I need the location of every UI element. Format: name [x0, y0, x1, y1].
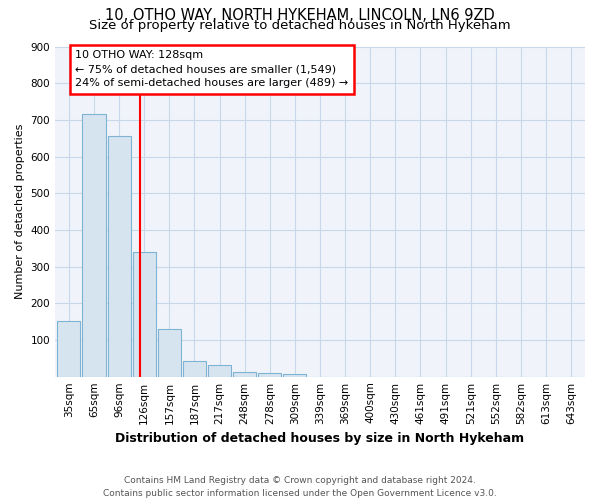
Bar [283, 374, 307, 376]
Bar [133, 252, 156, 376]
Text: Contains HM Land Registry data © Crown copyright and database right 2024.
Contai: Contains HM Land Registry data © Crown c… [103, 476, 497, 498]
Bar [82, 114, 106, 376]
Bar [107, 136, 131, 376]
Bar [58, 321, 80, 376]
Bar [258, 373, 281, 376]
Bar [183, 362, 206, 376]
Y-axis label: Number of detached properties: Number of detached properties [15, 124, 25, 300]
Text: 10 OTHO WAY: 128sqm
← 75% of detached houses are smaller (1,549)
24% of semi-det: 10 OTHO WAY: 128sqm ← 75% of detached ho… [75, 50, 349, 88]
Bar [158, 329, 181, 376]
Bar [233, 372, 256, 376]
Text: Size of property relative to detached houses in North Hykeham: Size of property relative to detached ho… [89, 18, 511, 32]
Bar [208, 365, 231, 376]
Text: 10, OTHO WAY, NORTH HYKEHAM, LINCOLN, LN6 9ZD: 10, OTHO WAY, NORTH HYKEHAM, LINCOLN, LN… [105, 8, 495, 22]
X-axis label: Distribution of detached houses by size in North Hykeham: Distribution of detached houses by size … [115, 432, 524, 445]
